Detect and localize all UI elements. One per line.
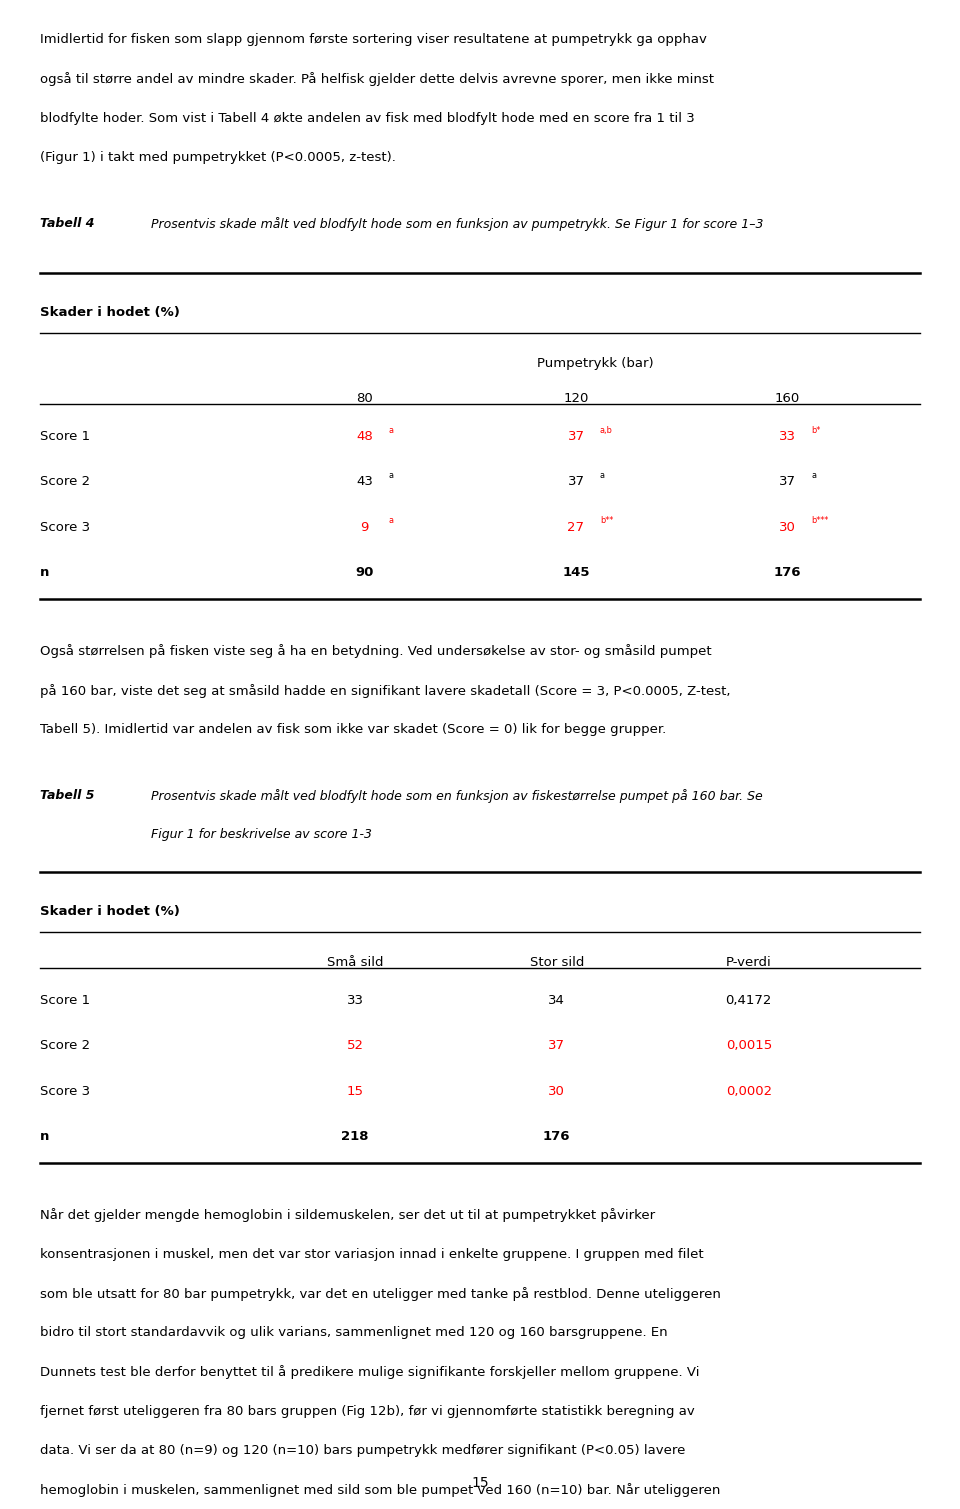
Text: også til større andel av mindre skader. På helfisk gjelder dette delvis avrevne : også til større andel av mindre skader. … — [40, 72, 714, 86]
Text: 52: 52 — [347, 1040, 364, 1052]
Text: på 160 bar, viste det seg at småsild hadde en signifikant lavere skadetall (Scor: på 160 bar, viste det seg at småsild had… — [40, 684, 731, 697]
Text: 37: 37 — [548, 1040, 565, 1052]
Text: 145: 145 — [563, 566, 589, 579]
Text: a: a — [811, 471, 816, 480]
Text: 9: 9 — [361, 521, 369, 534]
Text: 176: 176 — [774, 566, 801, 579]
Text: 80: 80 — [356, 392, 373, 406]
Text: a: a — [389, 516, 394, 525]
Text: Score 3: Score 3 — [40, 521, 90, 534]
Text: 0,0002: 0,0002 — [726, 1085, 772, 1097]
Text: data. Vi ser da at 80 (n=9) og 120 (n=10) bars pumpetrykk medfører signifikant (: data. Vi ser da at 80 (n=9) og 120 (n=10… — [40, 1444, 685, 1456]
Text: Skader i hodet (%): Skader i hodet (%) — [40, 306, 180, 318]
Text: a,b: a,b — [600, 426, 612, 435]
Text: 33: 33 — [347, 994, 364, 1007]
Text: 218: 218 — [342, 1130, 369, 1142]
Text: a: a — [600, 471, 605, 480]
Text: 37: 37 — [567, 475, 585, 489]
Text: Også størrelsen på fisken viste seg å ha en betydning. Ved undersøkelse av stor-: Også størrelsen på fisken viste seg å ha… — [40, 644, 712, 658]
Text: 37: 37 — [567, 430, 585, 444]
Text: Dunnets test ble derfor benyttet til å predikere mulige signifikante forskjeller: Dunnets test ble derfor benyttet til å p… — [40, 1366, 700, 1379]
Text: b***: b*** — [811, 516, 828, 525]
Text: Prosentvis skade målt ved blodfylt hode som en funksjon av pumpetrykk. Se Figur : Prosentvis skade målt ved blodfylt hode … — [151, 217, 763, 231]
Text: Prosentvis skade målt ved blodfylt hode som en funksjon av fiskestørrelse pumpet: Prosentvis skade målt ved blodfylt hode … — [151, 789, 762, 803]
Text: 176: 176 — [543, 1130, 570, 1142]
Text: 0,0015: 0,0015 — [726, 1040, 772, 1052]
Text: 15: 15 — [471, 1476, 489, 1489]
Text: Score 1: Score 1 — [40, 994, 90, 1007]
Text: Tabell 5). Imidlertid var andelen av fisk som ikke var skadet (Score = 0) lik fo: Tabell 5). Imidlertid var andelen av fis… — [40, 723, 666, 736]
Text: 30: 30 — [779, 521, 796, 534]
Text: 120: 120 — [564, 392, 588, 406]
Text: Stor sild: Stor sild — [530, 957, 584, 969]
Text: blodfylte hoder. Som vist i Tabell 4 økte andelen av fisk med blodfylt hode med : blodfylte hoder. Som vist i Tabell 4 økt… — [40, 112, 695, 125]
Text: 0,4172: 0,4172 — [726, 994, 772, 1007]
Text: 15: 15 — [347, 1085, 364, 1097]
Text: b*: b* — [811, 426, 821, 435]
Text: a: a — [389, 426, 394, 435]
Text: bidro til stort standardavvik og ulik varians, sammenlignet med 120 og 160 barsg: bidro til stort standardavvik og ulik va… — [40, 1326, 668, 1338]
Text: Når det gjelder mengde hemoglobin i sildemuskelen, ser det ut til at pumpetrykke: Når det gjelder mengde hemoglobin i sild… — [40, 1209, 656, 1222]
Text: 48: 48 — [356, 430, 373, 444]
Text: 33: 33 — [779, 430, 796, 444]
Text: 27: 27 — [567, 521, 585, 534]
Text: 90: 90 — [355, 566, 374, 579]
Text: Skader i hodet (%): Skader i hodet (%) — [40, 905, 180, 917]
Text: Score 3: Score 3 — [40, 1085, 90, 1097]
Text: (Figur 1) i takt med pumpetrykket (P<0.0005, z-test).: (Figur 1) i takt med pumpetrykket (P<0.0… — [40, 151, 396, 164]
Text: Små sild: Små sild — [327, 957, 383, 969]
Text: 34: 34 — [548, 994, 565, 1007]
Text: a: a — [389, 471, 394, 480]
Text: 30: 30 — [548, 1085, 565, 1097]
Text: som ble utsatt for 80 bar pumpetrykk, var det en uteligger med tanke på restblod: som ble utsatt for 80 bar pumpetrykk, va… — [40, 1287, 721, 1301]
Text: b**: b** — [600, 516, 613, 525]
Text: Imidlertid for fisken som slapp gjennom første sortering viser resultatene at pu: Imidlertid for fisken som slapp gjennom … — [40, 33, 708, 47]
Text: n: n — [40, 566, 50, 579]
Text: Pumpetrykk (bar): Pumpetrykk (bar) — [537, 358, 654, 370]
Text: Figur 1 for beskrivelse av score 1-3: Figur 1 for beskrivelse av score 1-3 — [151, 828, 372, 842]
Text: konsentrasjonen i muskel, men det var stor variasjon innad i enkelte gruppene. I: konsentrasjonen i muskel, men det var st… — [40, 1248, 704, 1260]
Text: n: n — [40, 1130, 50, 1142]
Text: fjernet først uteliggeren fra 80 bars gruppen (Fig 12b), før vi gjennomførte sta: fjernet først uteliggeren fra 80 bars gr… — [40, 1405, 695, 1417]
Text: Tabell 5: Tabell 5 — [40, 789, 95, 803]
Text: 37: 37 — [779, 475, 796, 489]
Text: 160: 160 — [775, 392, 800, 406]
Text: Score 1: Score 1 — [40, 430, 90, 444]
Text: Score 2: Score 2 — [40, 475, 90, 489]
Text: Tabell 4: Tabell 4 — [40, 217, 95, 231]
Text: 43: 43 — [356, 475, 373, 489]
Text: Score 2: Score 2 — [40, 1040, 90, 1052]
Text: P-verdi: P-verdi — [726, 957, 772, 969]
Text: hemoglobin i muskelen, sammenlignet med sild som ble pumpet ved 160 (n=10) bar. : hemoglobin i muskelen, sammenlignet med … — [40, 1483, 721, 1497]
